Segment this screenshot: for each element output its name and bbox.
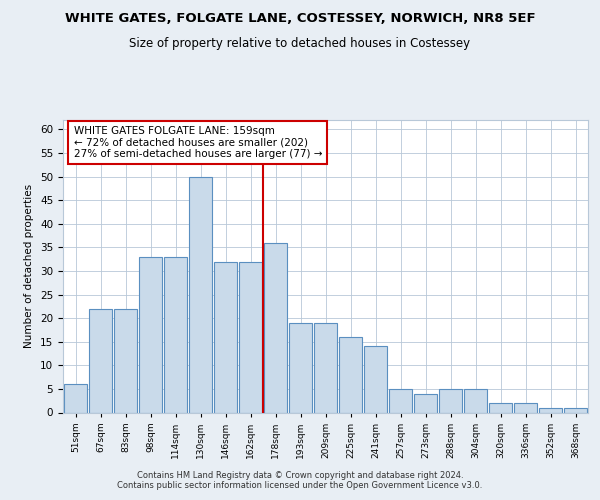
Bar (64, 384, 87, 412)
Bar (364, 346, 387, 412)
Bar (289, 323, 312, 412)
Bar (439, 389, 462, 412)
Bar (239, 262, 262, 412)
Text: Contains HM Land Registry data © Crown copyright and database right 2024.
Contai: Contains HM Land Registry data © Crown c… (118, 470, 482, 490)
Bar (389, 389, 412, 412)
Bar (189, 176, 212, 412)
Y-axis label: Number of detached properties: Number of detached properties (25, 184, 34, 348)
Text: Size of property relative to detached houses in Costessey: Size of property relative to detached ho… (130, 38, 470, 51)
Bar (514, 403, 537, 412)
Bar (539, 408, 562, 412)
Bar (314, 323, 337, 412)
Bar (214, 262, 237, 412)
Bar (164, 257, 187, 412)
Bar (464, 389, 487, 412)
Bar (339, 337, 362, 412)
Bar (114, 308, 137, 412)
Text: WHITE GATES, FOLGATE LANE, COSTESSEY, NORWICH, NR8 5EF: WHITE GATES, FOLGATE LANE, COSTESSEY, NO… (65, 12, 535, 26)
Text: WHITE GATES FOLGATE LANE: 159sqm
← 72% of detached houses are smaller (202)
27% : WHITE GATES FOLGATE LANE: 159sqm ← 72% o… (74, 126, 322, 159)
Bar (139, 257, 162, 412)
Bar (89, 308, 112, 412)
Bar (564, 408, 587, 412)
Bar (489, 403, 512, 412)
Bar (414, 394, 437, 412)
Bar (264, 242, 287, 412)
